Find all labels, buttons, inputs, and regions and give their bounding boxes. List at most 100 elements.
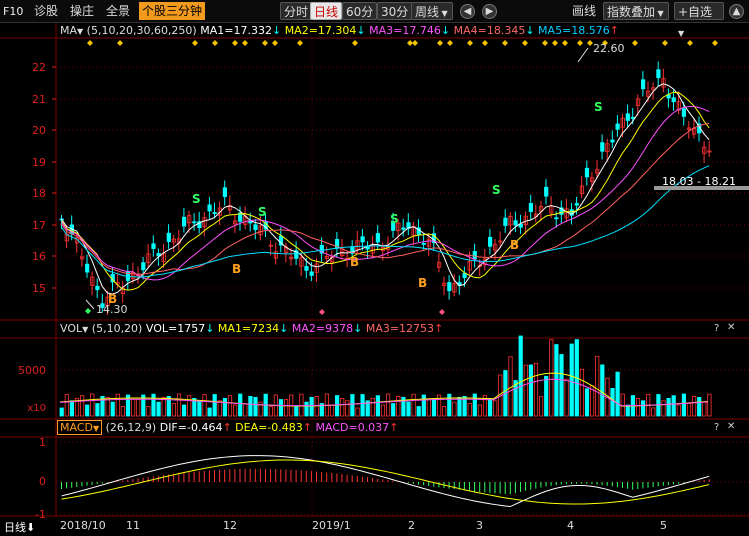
- volume-bar: [207, 407, 212, 417]
- volume-bar: [115, 393, 120, 417]
- volume-bar: [299, 393, 304, 417]
- prev-icon[interactable]: ◀: [460, 4, 475, 19]
- volume-bar: [69, 400, 74, 417]
- watchlist-dropdown[interactable]: +自选 ▼: [674, 2, 724, 38]
- candle: [615, 123, 620, 130]
- diamond-marker: [297, 40, 303, 46]
- volume-bar: [243, 403, 248, 417]
- volume-bar: [610, 388, 615, 417]
- volume-bar: [477, 404, 483, 417]
- ma-legend-name[interactable]: MA: [60, 24, 78, 37]
- candle: [141, 262, 146, 271]
- diamond-marker: [482, 40, 488, 46]
- volume-bar: [600, 364, 605, 417]
- volume-bar: [248, 396, 253, 417]
- candle: [635, 98, 641, 107]
- candle: [314, 263, 319, 273]
- tab-panorama[interactable]: 全景: [106, 4, 131, 18]
- vol-legend-name[interactable]: VOL: [60, 322, 83, 335]
- vol-legend-params: (5,10,20): [91, 322, 143, 335]
- candle: [554, 217, 559, 220]
- macd-legend-name[interactable]: MACD▼: [57, 420, 103, 435]
- tab-three-minute[interactable]: 个股三分钟: [139, 2, 206, 20]
- next-icon[interactable]: ▶: [482, 4, 497, 19]
- candle: [595, 169, 600, 174]
- draw-line-button[interactable]: 画线: [572, 4, 597, 18]
- candle: [324, 256, 330, 259]
- candle: [467, 260, 472, 271]
- candle: [651, 87, 656, 91]
- volume-bar: [181, 404, 187, 417]
- volume-bar: [156, 401, 161, 417]
- arrow-down-icon: ↓: [205, 322, 215, 335]
- dea-line: [61, 459, 710, 505]
- arrow-down-icon: ↓: [279, 322, 289, 335]
- f10-button[interactable]: F10: [3, 5, 24, 18]
- macd-legend-name-text: MACD: [60, 421, 93, 434]
- date-label: 11: [126, 519, 140, 532]
- diamond-marker: [542, 40, 548, 46]
- buy-signal: B: [108, 292, 118, 306]
- volume-bar: [442, 406, 447, 417]
- volume-bar: [666, 397, 671, 417]
- collapse-icon[interactable]: ▲: [729, 4, 744, 19]
- candle: [217, 207, 222, 216]
- close-icon[interactable]: ✕: [727, 322, 736, 333]
- candle: [360, 236, 365, 243]
- buy-signal: B: [232, 262, 242, 276]
- volume-bar: [232, 404, 238, 417]
- low-pointer: [85, 299, 95, 310]
- tab-diagnose[interactable]: 诊股: [34, 4, 59, 18]
- volume-bar: [95, 403, 100, 417]
- period-timeshare[interactable]: 分时: [280, 2, 313, 20]
- period-30min[interactable]: 30分: [377, 2, 413, 20]
- chevron-down-icon: ▼: [678, 29, 685, 38]
- help-icon[interactable]: ?: [714, 323, 720, 334]
- candle: [625, 113, 630, 121]
- period-switch-label: 日线: [4, 521, 26, 534]
- volume-bar: [350, 394, 355, 417]
- period-60min[interactable]: 60分: [342, 2, 378, 20]
- ma3-value: MA3=17.746: [369, 24, 441, 37]
- diamond-marker: [117, 40, 123, 46]
- candle: [528, 203, 534, 212]
- arrow-down-icon: ↓: [356, 24, 366, 37]
- candle: [513, 220, 518, 226]
- candle: [365, 246, 370, 250]
- buy-signal: B: [510, 238, 520, 252]
- period-weekly[interactable]: 周线 ▼: [411, 2, 453, 20]
- buy-signal: B: [350, 255, 360, 269]
- tab-operate[interactable]: 操庄: [70, 4, 95, 18]
- vol-value: VOL=1757: [145, 322, 206, 335]
- close-icon[interactable]: ✕: [727, 421, 736, 432]
- candle: [559, 207, 564, 215]
- ma1-line: [61, 83, 710, 295]
- volume-bar: [431, 399, 437, 417]
- candle: [299, 257, 304, 267]
- candle: [85, 263, 90, 273]
- sell-signal: S: [192, 192, 201, 206]
- index-overlay-dropdown[interactable]: 指数叠加 ▼: [603, 2, 669, 20]
- macd-axis-label: 1: [39, 436, 46, 449]
- volume-bar: [671, 395, 676, 417]
- volume-bar: [406, 401, 411, 417]
- period-switch[interactable]: 日线⬇: [4, 519, 35, 535]
- candle: [289, 256, 294, 260]
- volume-bar: [707, 393, 712, 417]
- chevron-down-icon: ▼: [82, 325, 89, 334]
- price-axis-label: 21: [32, 93, 46, 106]
- candle: [671, 97, 676, 103]
- low-price-label: 14.30: [96, 303, 128, 316]
- help-icon[interactable]: ?: [714, 422, 720, 433]
- candle: [605, 143, 610, 153]
- volume-bar: [355, 407, 360, 417]
- candle: [452, 283, 457, 293]
- volume-bar: [85, 404, 90, 417]
- ma2-line: [61, 91, 710, 291]
- candle: [661, 78, 666, 88]
- period-daily[interactable]: 日线: [310, 2, 343, 20]
- candle: [202, 217, 207, 228]
- volume-bar: [130, 399, 136, 417]
- candle: [171, 238, 176, 243]
